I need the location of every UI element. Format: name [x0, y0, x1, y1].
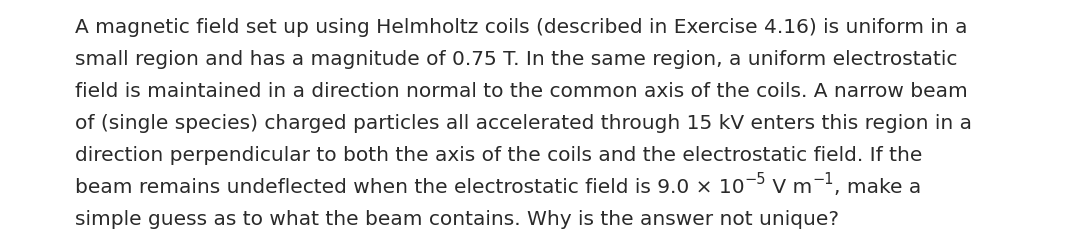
Text: simple guess as to what the beam contains. Why is the answer not unique?: simple guess as to what the beam contain… — [75, 210, 839, 229]
Text: −5: −5 — [744, 172, 766, 187]
Text: beam remains undeflected when the electrostatic field is 9.0 × 10: beam remains undeflected when the electr… — [75, 178, 744, 197]
Text: V m: V m — [766, 178, 812, 197]
Text: direction perpendicular to both the axis of the coils and the electrostatic fiel: direction perpendicular to both the axis… — [75, 146, 922, 165]
Text: field is maintained in a direction normal to the common axis of the coils. A nar: field is maintained in a direction norma… — [75, 82, 968, 101]
Text: small region and has a magnitude of 0.75 T. In the same region, a uniform electr: small region and has a magnitude of 0.75… — [75, 50, 957, 69]
Text: −1: −1 — [812, 172, 834, 187]
Text: A magnetic field set up using Helmholtz coils (described in Exercise 4.16) is un: A magnetic field set up using Helmholtz … — [75, 18, 968, 37]
Text: , make a: , make a — [834, 178, 921, 197]
Text: of (single species) charged particles all accelerated through 15 kV enters this : of (single species) charged particles al… — [75, 114, 972, 133]
